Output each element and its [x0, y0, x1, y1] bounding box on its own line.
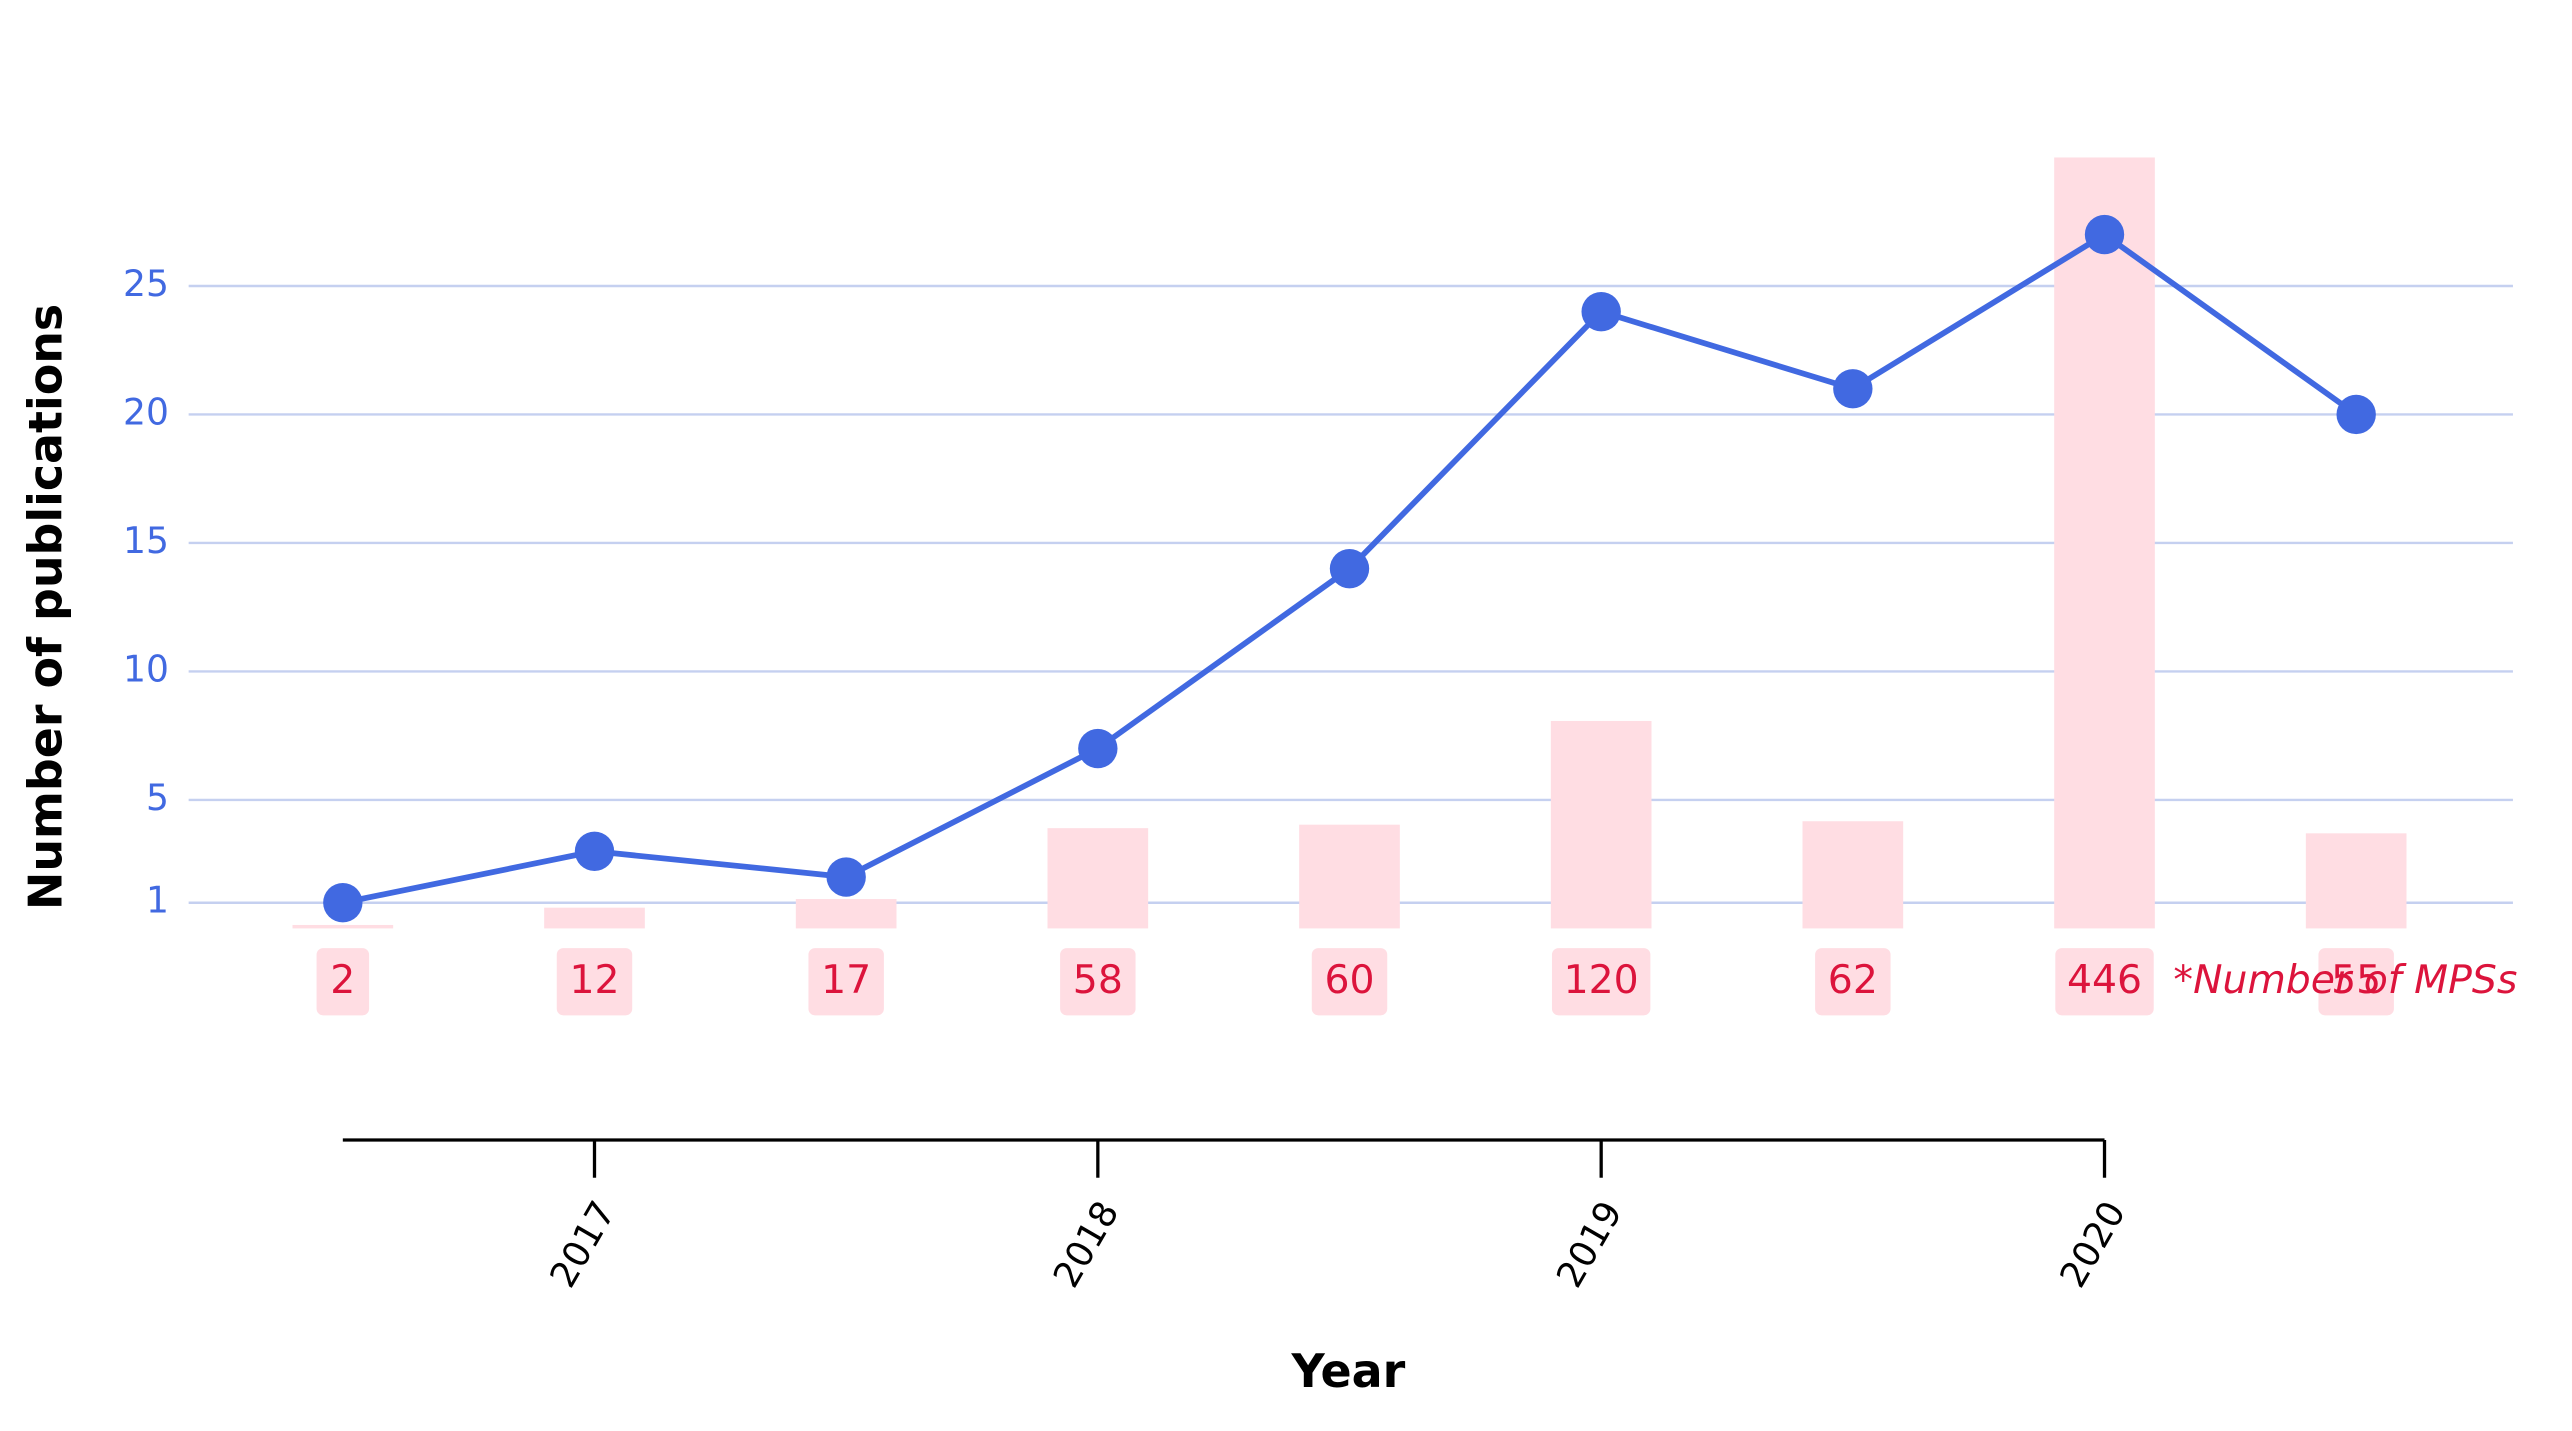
- point: [2084, 214, 2125, 255]
- bar: [1550, 720, 1652, 929]
- value-label: 62: [1828, 957, 1878, 1003]
- bar: [292, 924, 394, 929]
- value-label: 55: [2331, 957, 2381, 1003]
- value-label-box: [1060, 948, 1136, 1016]
- value-label: 446: [2067, 957, 2142, 1003]
- point: [1833, 369, 1873, 409]
- point: [323, 883, 363, 923]
- point: [1581, 291, 1621, 332]
- value-label-box: [2055, 948, 2154, 1016]
- value-label: 58: [1073, 957, 1123, 1003]
- y-tick-label: 20: [123, 391, 169, 433]
- bars: [292, 157, 2407, 929]
- bar: [544, 907, 645, 929]
- point: [1078, 728, 1118, 769]
- bar: [1802, 821, 1904, 929]
- y-tick-label: 5: [146, 777, 169, 819]
- x-axis-title: Year: [1290, 1344, 1405, 1398]
- point: [2336, 394, 2376, 435]
- x-tick-label: 2019: [1548, 1194, 1630, 1295]
- value-label-box: [2318, 948, 2394, 1016]
- grid: [188, 284, 2513, 904]
- value-label-box: [556, 948, 633, 1016]
- value-label-box: [808, 948, 884, 1016]
- x-tick-label: 2018: [1045, 1194, 1127, 1295]
- value-label: 12: [569, 957, 619, 1003]
- y-axis-title: Number of publications: [19, 304, 73, 910]
- value-label: 2: [330, 957, 355, 1003]
- value-label-box: [1311, 948, 1388, 1016]
- point: [1329, 548, 1370, 589]
- value-label: 120: [1564, 957, 1639, 1003]
- x-tick-label: 2017: [542, 1194, 624, 1295]
- bar: [1299, 824, 1400, 929]
- point: [826, 857, 866, 897]
- point: [574, 831, 615, 872]
- value-label-box: [1551, 948, 1651, 1016]
- bar: [1047, 828, 1149, 929]
- y-tick-label: 25: [123, 263, 169, 305]
- lines: [323, 214, 2376, 923]
- y-tick-label: 10: [123, 648, 169, 690]
- annotation: *Number of MPSs: [2173, 957, 2517, 1003]
- y-tick-label: 15: [123, 520, 169, 562]
- bar: [795, 899, 897, 929]
- value-label-box: [1815, 948, 1891, 1016]
- bar: [2054, 157, 2155, 929]
- y-tick-label: 1: [146, 880, 169, 922]
- bar: [2305, 833, 2407, 929]
- value-label: 17: [821, 957, 871, 1003]
- value-label: 60: [1324, 957, 1374, 1003]
- value-label-box: [316, 948, 370, 1016]
- x-tick-label: 2020: [2052, 1194, 2134, 1295]
